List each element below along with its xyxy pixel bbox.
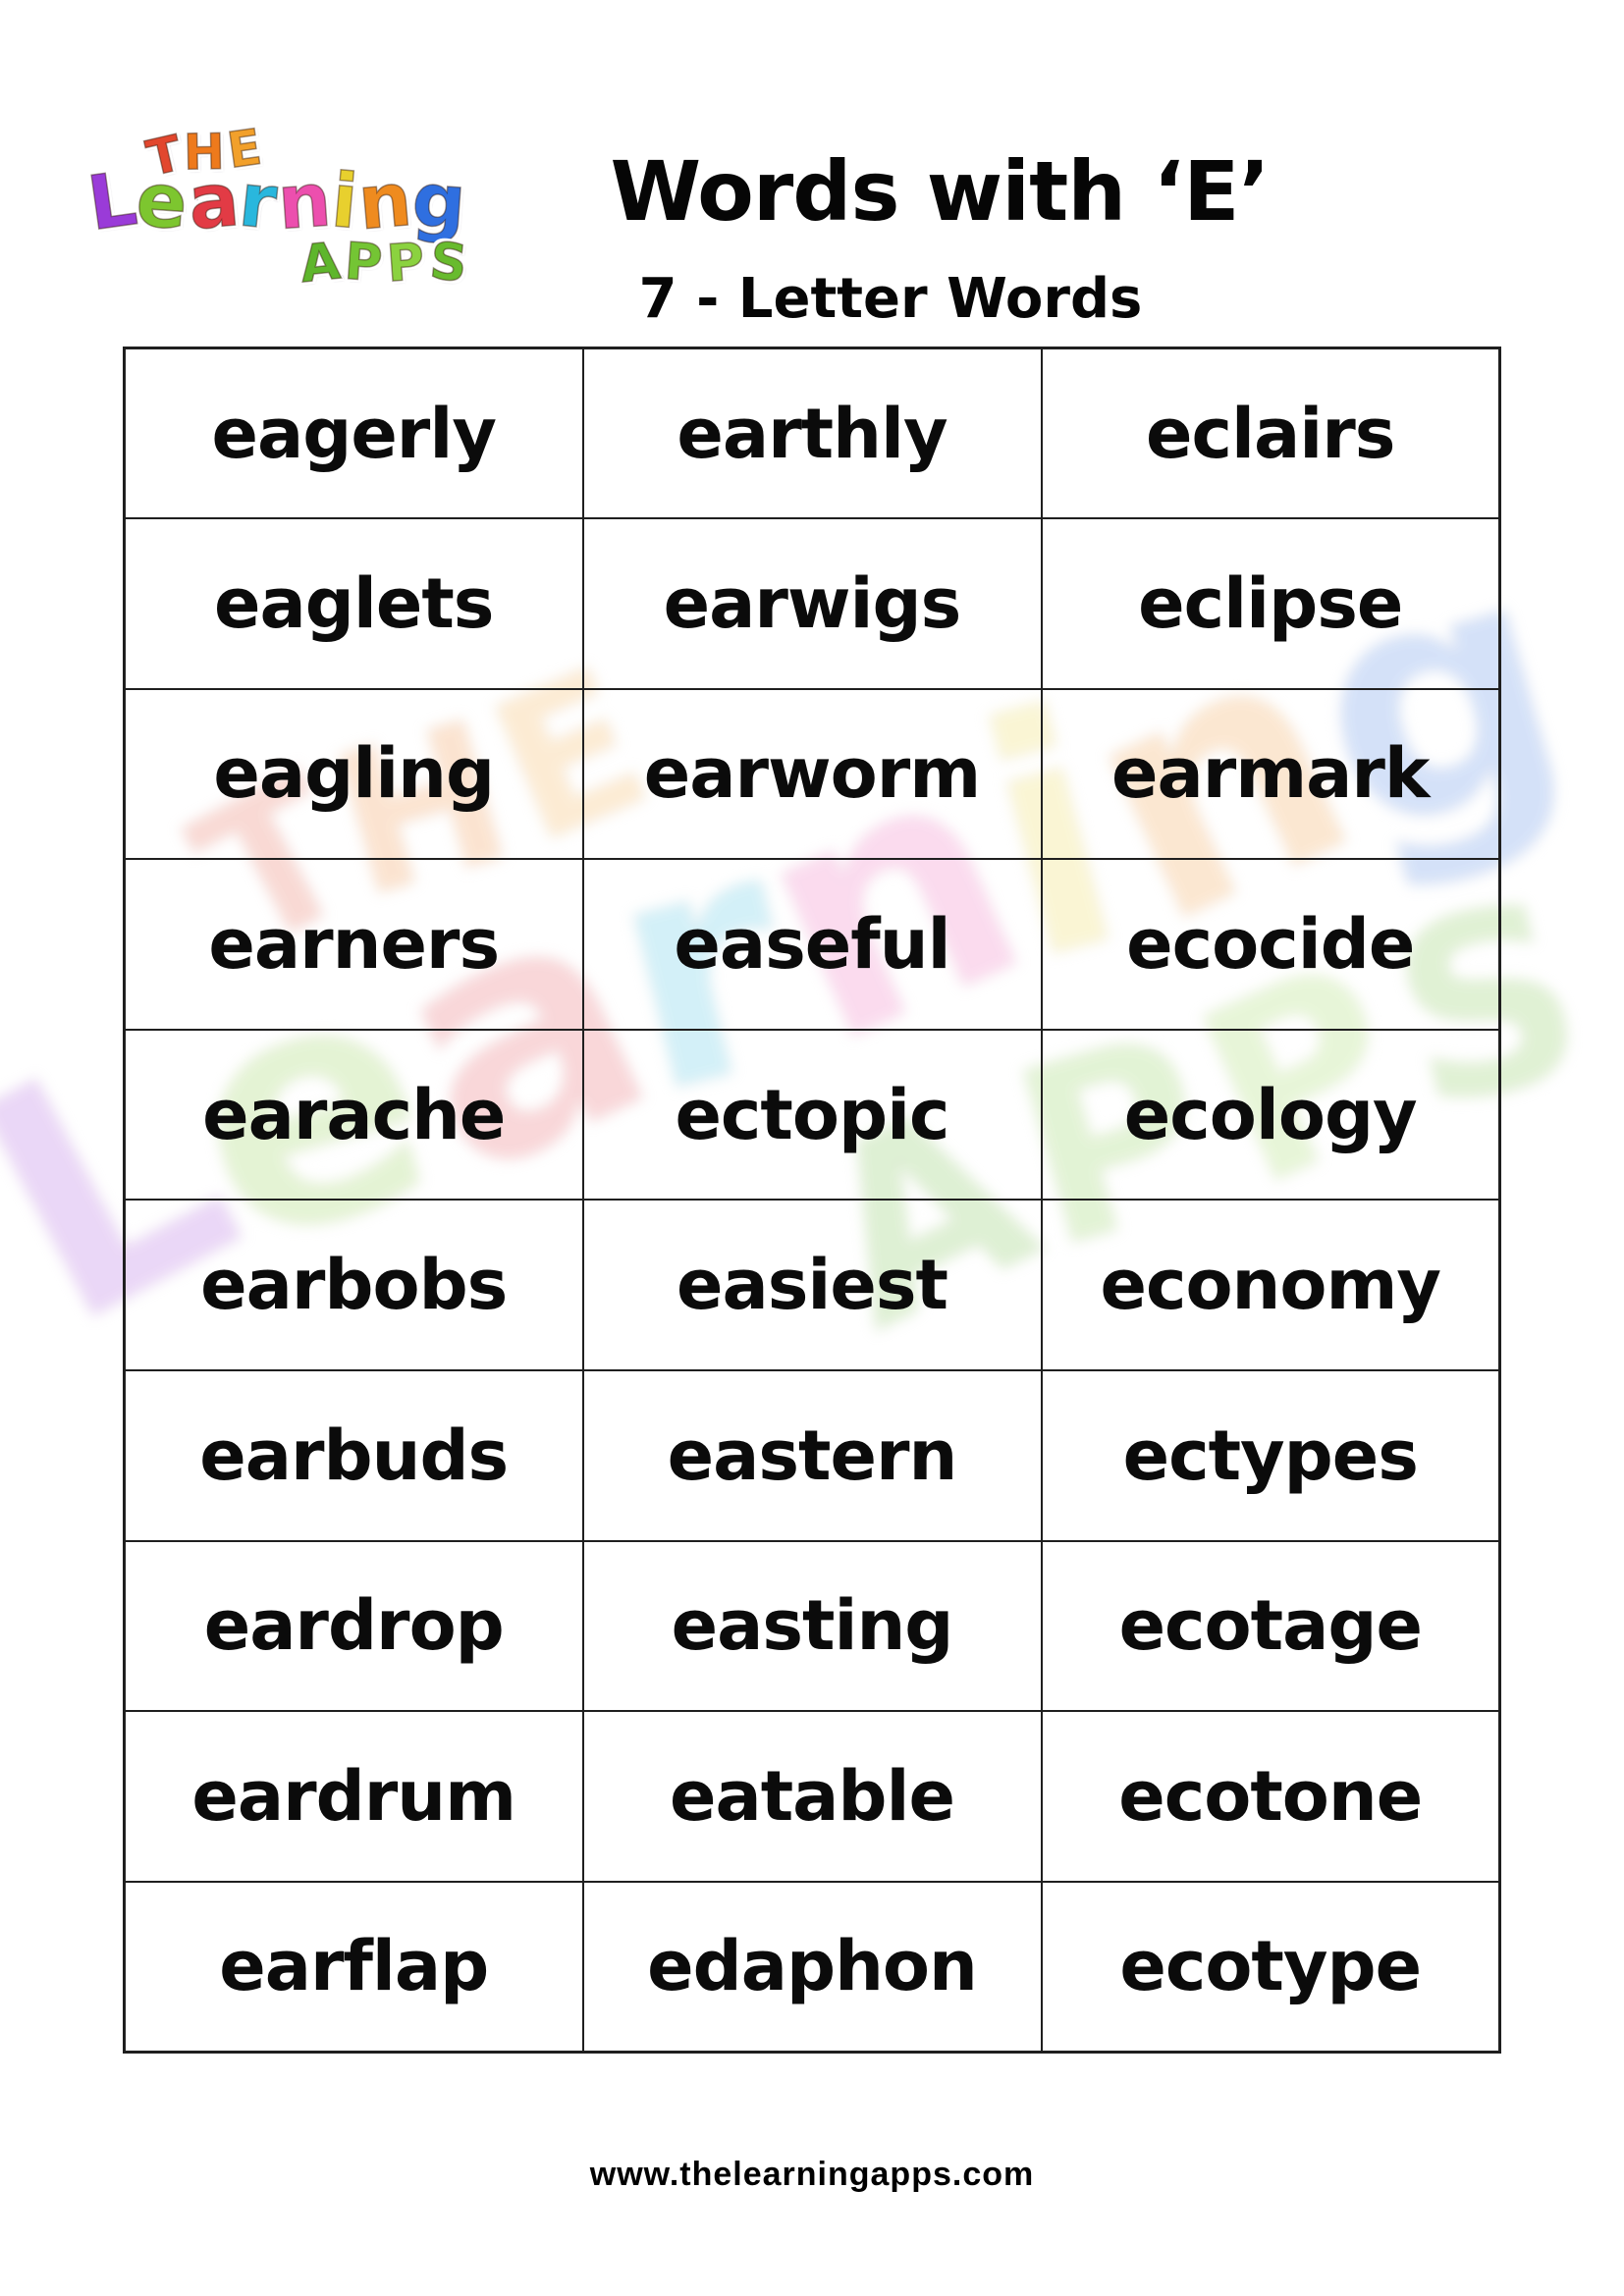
- word-cell: ecology: [1040, 1028, 1501, 1201]
- word-cell: eagling: [123, 687, 584, 861]
- word-cell: earthly: [581, 347, 1043, 520]
- word-cell: earflap: [123, 1880, 584, 2054]
- word-cell: ectypes: [1040, 1369, 1501, 1542]
- word-table: eagerly earthly eclairs eaglets earwigs …: [123, 347, 1501, 2054]
- table-row: earflap edaphon ecotype: [123, 1880, 1501, 2054]
- word-cell: eagerly: [123, 347, 584, 520]
- page-title: Words with ‘E’: [610, 143, 1271, 240]
- word-cell: eaglets: [123, 517, 584, 690]
- word-cell: earache: [123, 1028, 584, 1201]
- word-cell: ecotype: [1040, 1880, 1501, 2054]
- word-cell: earners: [123, 858, 584, 1031]
- table-row: earache ectopic ecology: [123, 1028, 1501, 1201]
- word-cell: eardrop: [123, 1539, 584, 1713]
- table-row: eardrum eatable ecotone: [123, 1710, 1501, 1883]
- table-row: eagerly earthly eclairs: [123, 347, 1501, 520]
- footer-url: www.thelearningapps.com: [589, 2156, 1035, 2193]
- word-cell: easiest: [581, 1199, 1043, 1372]
- word-cell: economy: [1040, 1199, 1501, 1372]
- word-cell: earmark: [1040, 687, 1501, 861]
- page-subtitle: 7 - Letter Words: [638, 267, 1143, 331]
- word-cell: earwigs: [581, 517, 1043, 690]
- word-cell: eastern: [581, 1369, 1043, 1542]
- table-row: eagling earworm earmark: [123, 687, 1501, 861]
- word-cell: eclairs: [1040, 347, 1501, 520]
- word-cell: eatable: [581, 1710, 1043, 1883]
- word-cell: eclipse: [1040, 517, 1501, 690]
- word-cell: ecotage: [1040, 1539, 1501, 1713]
- table-row: eardrop easting ecotage: [123, 1539, 1501, 1713]
- word-cell: ectopic: [581, 1028, 1043, 1201]
- word-cell: easting: [581, 1539, 1043, 1713]
- word-cell: easeful: [581, 858, 1043, 1031]
- word-cell: eardrum: [123, 1710, 584, 1883]
- table-row: earbobs easiest economy: [123, 1199, 1501, 1372]
- table-row: eaglets earwigs eclipse: [123, 517, 1501, 690]
- table-row: earbuds eastern ectypes: [123, 1369, 1501, 1542]
- word-cell: earworm: [581, 687, 1043, 861]
- word-cell: earbuds: [123, 1369, 584, 1542]
- word-cell: edaphon: [581, 1880, 1043, 2054]
- table-row: earners easeful ecocide: [123, 858, 1501, 1031]
- logo-letter: a: [184, 154, 244, 247]
- word-cell: ecocide: [1040, 858, 1501, 1031]
- word-cell: ecotone: [1040, 1710, 1501, 1883]
- word-cell: earbobs: [123, 1199, 584, 1372]
- logo-letter: e: [134, 155, 192, 247]
